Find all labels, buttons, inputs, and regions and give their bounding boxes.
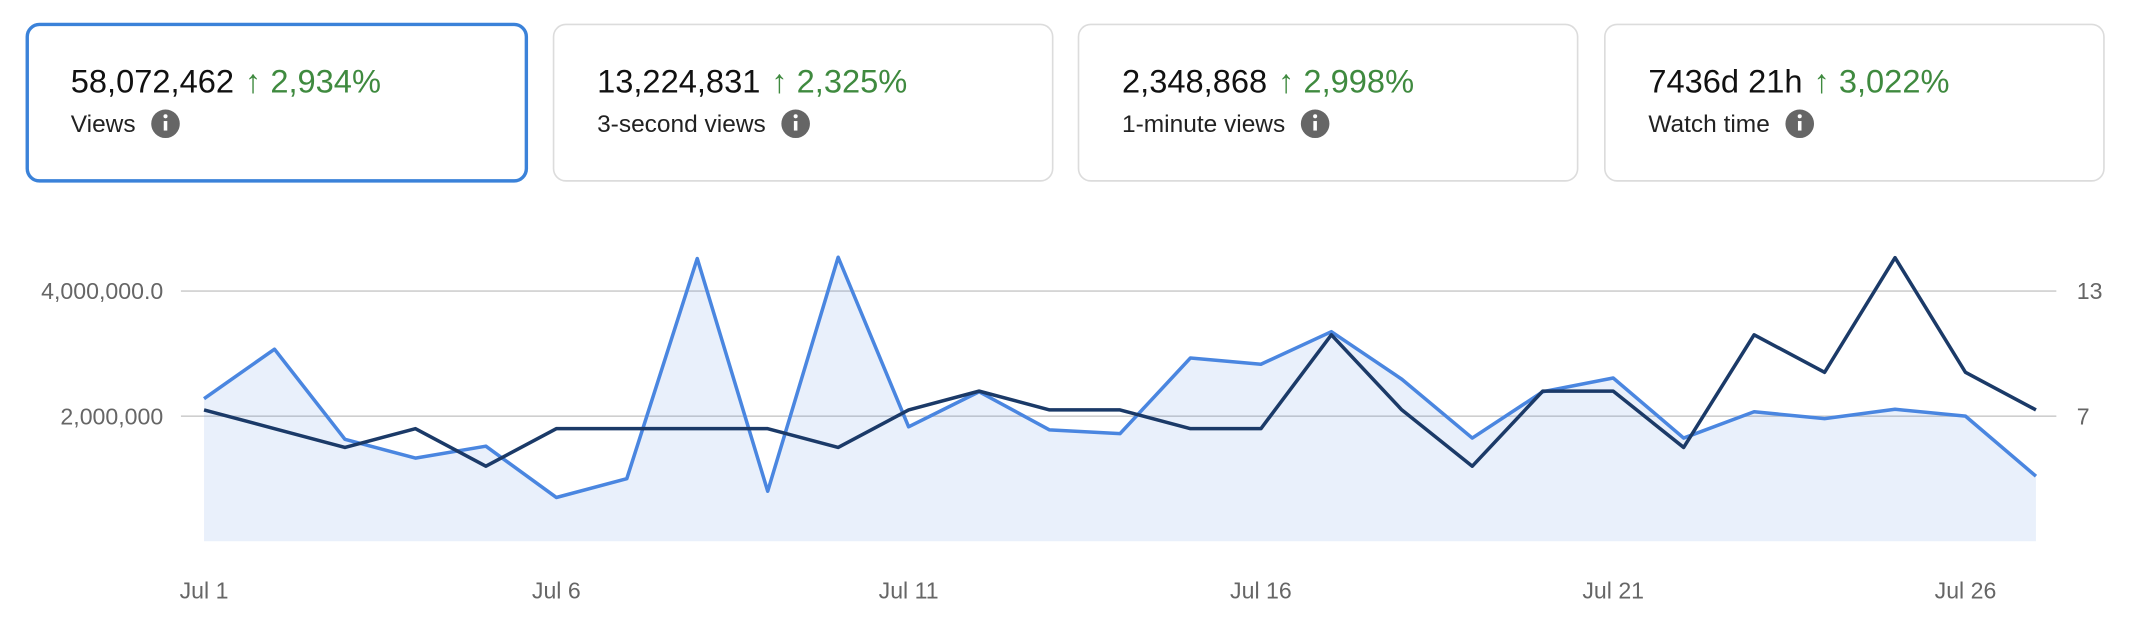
card-change: ↑ 2,325% [771, 62, 907, 99]
card-label: Watch time [1648, 111, 1769, 138]
y-tick-label: 4,000,000.0 [41, 278, 163, 304]
series-area [204, 257, 2036, 542]
card-change: ↑ 2,934% [245, 62, 381, 99]
card-frame [1077, 23, 1579, 182]
y2-tick-label: 7 [2077, 403, 2090, 429]
card-frame [25, 22, 529, 183]
card-value: 58,072,462 [71, 62, 234, 99]
card-headline: 58,072,462 ↑ 2,934% [71, 62, 381, 99]
metric-card[interactable]: 2,348,868 ↑ 2,998% 1-minute views [1077, 23, 1579, 182]
x-tick-label: Jul 16 [1230, 577, 1292, 603]
x-tick-label: Jul 21 [1582, 577, 1644, 603]
card-headline: 13,224,831 ↑ 2,325% [597, 62, 907, 99]
x-tick-label: Jul 1 [180, 577, 229, 603]
y2-tick-label: 13 [2077, 278, 2103, 304]
info-icon-dot [793, 114, 798, 119]
card-headline: 2,348,868 ↑ 2,998% [1122, 62, 1414, 99]
info-icon-dot [1797, 114, 1802, 119]
x-tick-label: Jul 6 [532, 577, 581, 603]
card-label: 3-second views [597, 111, 766, 138]
info-icon-stem [163, 121, 168, 131]
info-icon-stem [1797, 121, 1802, 131]
card-frame [552, 23, 1054, 182]
x-tick-label: Jul 11 [879, 577, 939, 603]
x-tick-label: Jul 26 [1935, 577, 1997, 603]
card-value: 7436d 21h [1648, 62, 1802, 99]
card-headline: 7436d 21h ↑ 3,022% [1648, 62, 1949, 99]
info-icon-dot [1313, 114, 1318, 119]
info-icon-stem [793, 121, 798, 131]
info-icon-dot [163, 114, 168, 119]
card-label: 1-minute views [1122, 111, 1285, 138]
card-value: 13,224,831 [597, 62, 760, 99]
card-value: 2,348,868 [1122, 62, 1267, 99]
card-label: Views [71, 111, 136, 138]
card-change: ↑ 2,998% [1278, 62, 1414, 99]
info-icon-stem [1313, 121, 1317, 131]
metric-card[interactable]: 58,072,462 ↑ 2,934% Views [25, 22, 529, 183]
metric-card[interactable]: 13,224,831 ↑ 2,325%3-second views [552, 23, 1054, 182]
card-change: ↑ 3,022% [1813, 62, 1949, 99]
series-line [203, 255, 2037, 468]
metric-card[interactable]: 7436d 21h ↑ 3,022% Watch time [1604, 23, 2105, 182]
card-frame [1604, 23, 2105, 182]
y-tick-label: 2,000,000 [60, 403, 163, 429]
series-line [203, 255, 2038, 500]
